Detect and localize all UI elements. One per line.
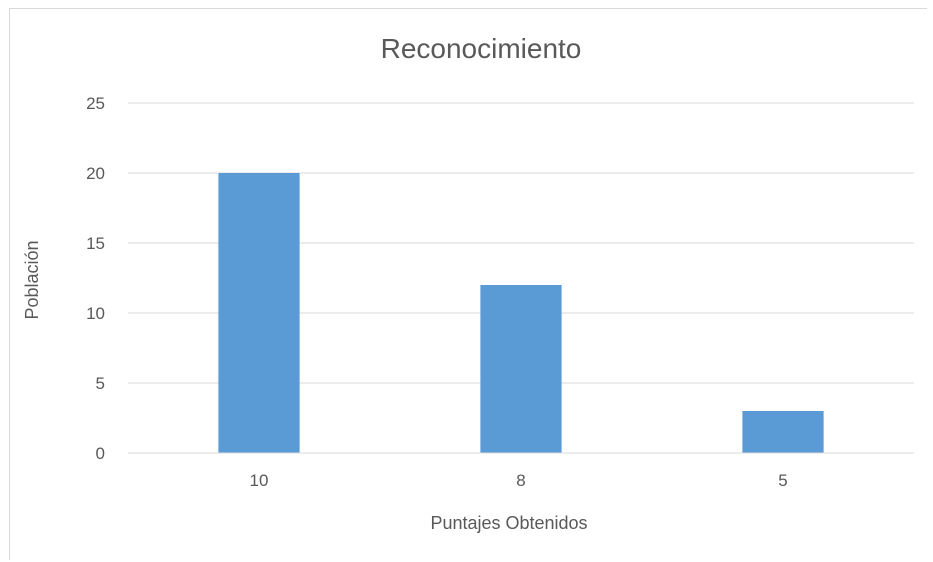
bar bbox=[218, 173, 300, 453]
x-tick-label: 5 bbox=[778, 471, 787, 490]
bar bbox=[742, 411, 824, 453]
y-tick-label: 0 bbox=[96, 444, 105, 463]
x-axis-label: Puntajes Obtenidos bbox=[430, 513, 587, 533]
chart-title: Reconocimiento bbox=[381, 33, 582, 64]
x-axis-ticks: 10 8 5 bbox=[250, 471, 788, 490]
y-tick-label: 10 bbox=[86, 304, 105, 323]
x-tick-label: 10 bbox=[250, 471, 269, 490]
y-tick-label: 25 bbox=[86, 94, 105, 113]
chart-frame bbox=[9, 8, 927, 560]
y-axis-label: Población bbox=[22, 240, 42, 319]
y-tick-label: 5 bbox=[96, 374, 105, 393]
y-tick-label: 20 bbox=[86, 164, 105, 183]
bars bbox=[218, 173, 824, 453]
y-axis-ticks: 0 5 10 15 20 25 bbox=[86, 94, 105, 463]
y-tick-label: 15 bbox=[86, 234, 105, 253]
bar bbox=[480, 285, 562, 453]
x-tick-label: 8 bbox=[516, 471, 525, 490]
